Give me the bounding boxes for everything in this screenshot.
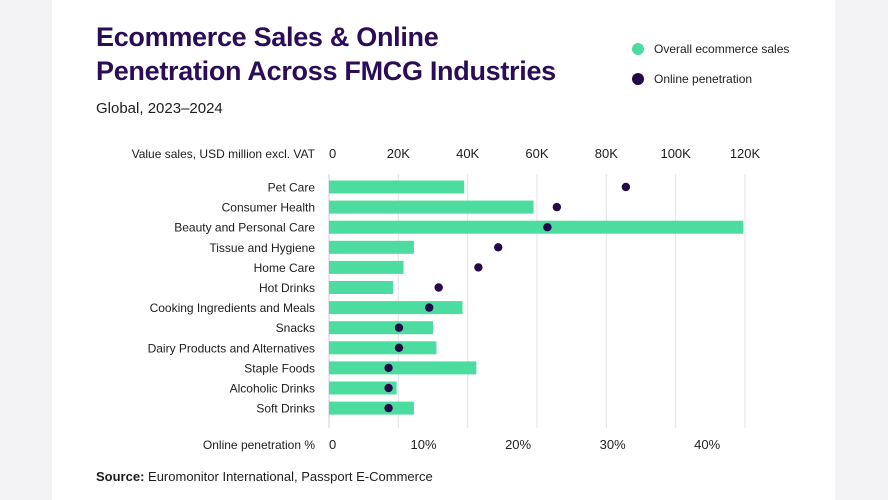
legend-label-penetration: Online penetration — [654, 72, 753, 86]
bottom-tick-label: 30% — [600, 437, 626, 452]
legend-label-sales: Overall ecommerce sales — [654, 42, 790, 56]
sales-bar — [329, 220, 744, 234]
top-tick-label: 80K — [595, 146, 618, 161]
legend-item-penetration: Online penetration — [632, 72, 789, 86]
source-prefix: Source: — [96, 469, 145, 484]
bottom-tick-label: 20% — [505, 437, 531, 452]
top-tick-label: 20K — [387, 146, 410, 161]
category-label: Beauty and Personal Care — [174, 221, 315, 235]
title-line-2: Penetration Across FMCG Industries — [96, 56, 556, 86]
top-tick-label: 40K — [456, 146, 479, 161]
category-label: Hot Drinks — [259, 281, 315, 295]
penetration-dot — [434, 283, 443, 292]
category-label: Staple Foods — [244, 361, 315, 375]
sales-bar — [329, 200, 534, 214]
category-label: Tissue and Hygiene — [209, 241, 315, 255]
sales-bar — [329, 341, 437, 355]
category-label: Snacks — [276, 321, 315, 335]
top-tick-label: 0 — [329, 146, 336, 161]
bottom-tick-label: 40% — [694, 437, 720, 452]
sales-bar — [329, 281, 394, 294]
top-tick-label: 100K — [660, 146, 691, 161]
category-label: Consumer Health — [222, 201, 315, 215]
sales-bar — [329, 361, 477, 375]
penetration-dot — [543, 223, 552, 232]
top-tick-label: 60K — [525, 146, 548, 161]
sales-bar — [329, 301, 463, 315]
penetration-dot — [474, 263, 483, 272]
sales-bar — [329, 260, 404, 274]
category-label: Soft Drinks — [256, 402, 315, 416]
legend-swatch-penetration — [632, 73, 644, 85]
top-axis-label: Value sales, USD million excl. VAT — [132, 147, 316, 161]
penetration-dot — [394, 323, 404, 332]
sales-bar — [329, 240, 414, 254]
chart-card — [52, 0, 835, 500]
source-text: Euromonitor International, Passport E-Co… — [148, 469, 433, 484]
sales-bar — [329, 381, 397, 395]
bottom-tick-label: 10% — [411, 437, 437, 452]
sales-bar — [329, 321, 433, 335]
bottom-axis-label: Online penetration % — [203, 438, 315, 452]
sales-bar — [329, 401, 414, 415]
sales-bar — [329, 180, 465, 194]
legend: Overall ecommerce sales Online penetrati… — [632, 42, 789, 102]
bottom-tick-label: 0 — [329, 437, 336, 452]
penetration-dot — [552, 202, 562, 212]
penetration-dot — [384, 363, 393, 373]
penetration-dot — [425, 303, 434, 312]
legend-item-sales: Overall ecommerce sales — [632, 42, 789, 56]
category-label: Dairy Products and Alternatives — [148, 341, 315, 355]
top-tick-label: 120K — [730, 146, 761, 161]
source-note: Source: Euromonitor International, Passp… — [96, 469, 433, 484]
penetration-dot — [394, 343, 404, 352]
category-label: Alcoholic Drinks — [230, 382, 315, 396]
title-line-1: Ecommerce Sales & Online — [96, 22, 439, 52]
chart-title: Ecommerce Sales & Online Penetration Acr… — [96, 20, 616, 88]
chart-subtitle: Global, 2023–2024 — [96, 100, 223, 117]
penetration-dot — [494, 243, 503, 252]
penetration-dot — [384, 403, 393, 413]
penetration-dot — [384, 383, 393, 393]
legend-swatch-sales — [632, 43, 644, 55]
penetration-dot — [621, 182, 631, 192]
category-label: Cooking Ingredients and Meals — [150, 301, 315, 315]
category-label: Pet Care — [268, 181, 316, 195]
category-label: Home Care — [254, 261, 316, 275]
